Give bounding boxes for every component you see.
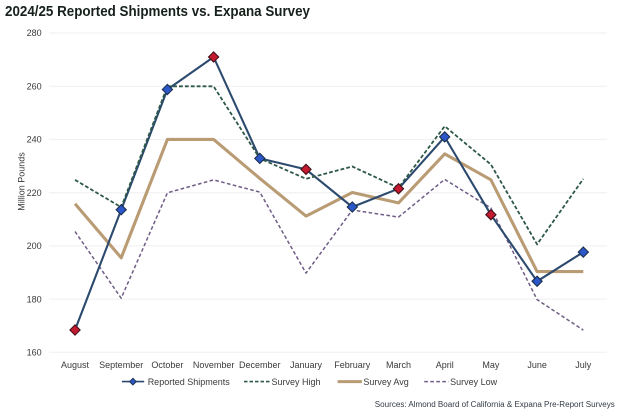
svg-text:May: May <box>482 360 500 370</box>
svg-text:Million Pounds: Million Pounds <box>17 152 27 211</box>
svg-text:December: December <box>239 360 281 370</box>
svg-text:Sources: Almond Board of Calif: Sources: Almond Board of California & Ex… <box>375 400 615 409</box>
svg-text:April: April <box>436 360 454 370</box>
svg-text:January: January <box>290 360 323 370</box>
svg-text:240: 240 <box>27 135 42 145</box>
svg-text:August: August <box>61 360 90 370</box>
svg-text:200: 200 <box>27 241 42 251</box>
svg-text:280: 280 <box>27 28 42 38</box>
svg-text:Survey High: Survey High <box>272 377 321 387</box>
svg-text:November: November <box>193 360 235 370</box>
svg-text:June: June <box>527 360 547 370</box>
svg-text:February: February <box>334 360 371 370</box>
svg-text:220: 220 <box>27 188 42 198</box>
svg-text:July: July <box>575 360 592 370</box>
svg-text:180: 180 <box>27 294 42 304</box>
svg-text:Survey Avg: Survey Avg <box>363 377 408 387</box>
svg-text:September: September <box>99 360 143 370</box>
svg-text:160: 160 <box>27 348 42 358</box>
svg-text:2024/25 Reported Shipments vs.: 2024/25 Reported Shipments vs. Expana Su… <box>5 3 311 20</box>
svg-text:260: 260 <box>27 81 42 91</box>
svg-text:October: October <box>151 360 183 370</box>
svg-text:March: March <box>386 360 411 370</box>
svg-text:Reported Shipments: Reported Shipments <box>148 377 231 387</box>
svg-text:Survey Low: Survey Low <box>450 377 498 387</box>
